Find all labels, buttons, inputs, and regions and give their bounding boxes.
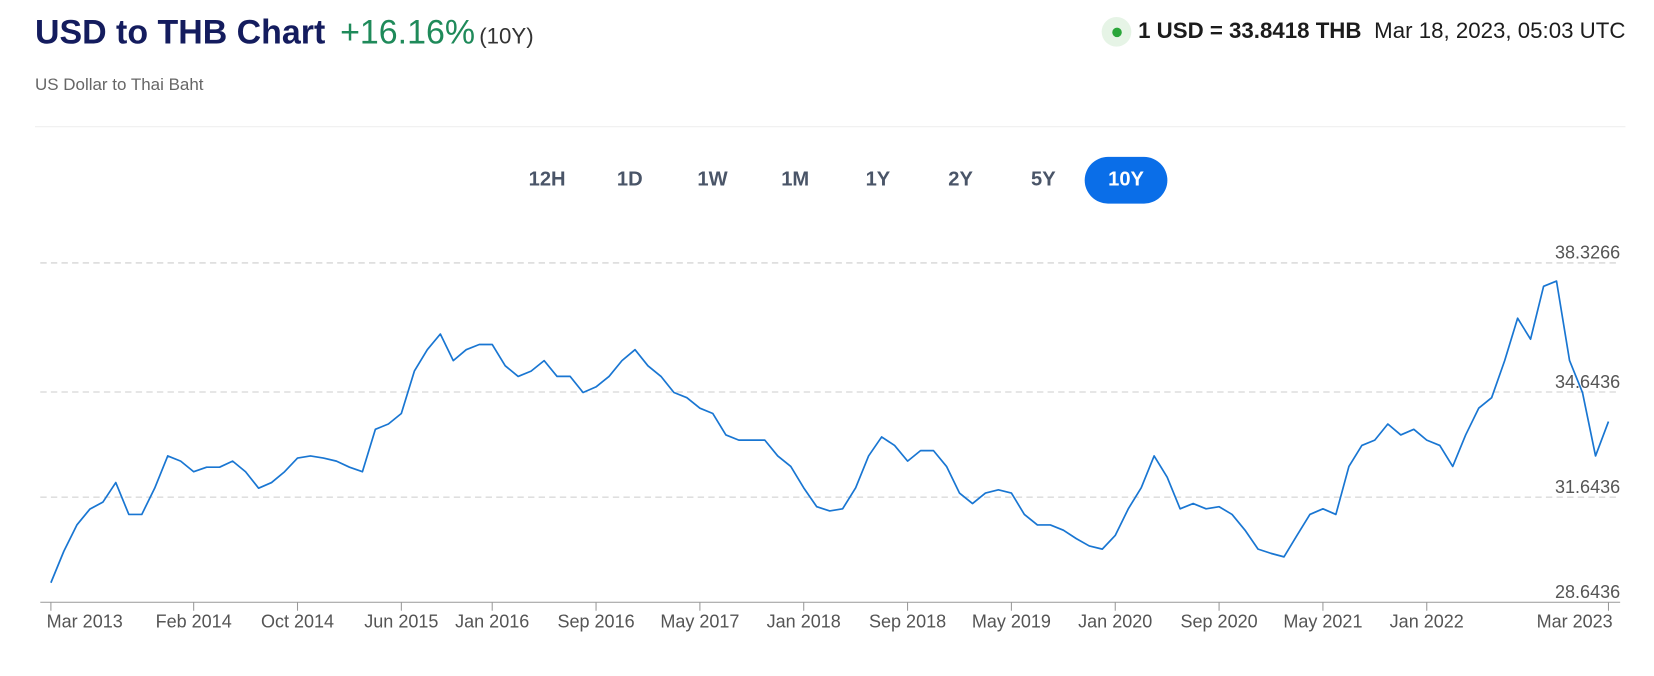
x-tick-label: May 2017 bbox=[660, 612, 739, 632]
x-tick-label: Sep 2020 bbox=[1181, 612, 1258, 632]
change: +16.16% bbox=[340, 12, 475, 51]
timestamp: Mar 18, 2023, 05:03 UTC bbox=[1374, 19, 1626, 44]
range-button[interactable]: 10Y bbox=[1084, 156, 1168, 204]
x-tick-label: Jun 2015 bbox=[364, 612, 438, 632]
x-tick-label: Jan 2018 bbox=[767, 612, 841, 632]
y-tick-label: 31.6436 bbox=[1555, 477, 1620, 497]
period: (10Y) bbox=[479, 24, 534, 49]
x-tick-label: Oct 2014 bbox=[261, 612, 334, 632]
range-selector: 12H 1D 1W 1M 1Y 2Y 5Y 10Y bbox=[506, 156, 1168, 204]
x-tick-label: May 2019 bbox=[972, 612, 1051, 632]
x-tick-label: Sep 2016 bbox=[557, 612, 634, 632]
x-tick-label: Jan 2016 bbox=[455, 612, 529, 632]
x-tick-label: Feb 2014 bbox=[156, 612, 232, 632]
separator bbox=[34, 126, 1626, 128]
x-tick-label: May 2021 bbox=[1283, 612, 1362, 632]
header-title: USD to THB Chart +16.16% (10Y) bbox=[35, 13, 534, 52]
x-tick-label: Jan 2022 bbox=[1390, 612, 1464, 632]
range-button[interactable]: 1D bbox=[616, 168, 643, 191]
x-tick-label: Mar 2013 bbox=[47, 612, 123, 632]
range-button[interactable]: 1W bbox=[697, 168, 728, 191]
y-tick-label: 38.3266 bbox=[1555, 243, 1620, 263]
y-tick-label: 34.6436 bbox=[1555, 372, 1620, 392]
range-button[interactable]: 12H bbox=[528, 168, 566, 191]
x-tick-label: Jan 2020 bbox=[1078, 612, 1152, 632]
price-line bbox=[50, 280, 1610, 584]
x-tick-label: Mar 2023 bbox=[1537, 612, 1613, 632]
x-tick-label: Sep 2018 bbox=[869, 612, 946, 632]
rate-box: 1 USD = 33.8418 THB Mar 18, 2023, 05:03 … bbox=[1102, 16, 1626, 47]
title: USD to THB Chart bbox=[34, 12, 326, 51]
y-tick-label: 28.6436 bbox=[1555, 582, 1620, 602]
range-button[interactable]: 1M bbox=[781, 168, 810, 191]
range-button[interactable]: 2Y bbox=[948, 168, 973, 191]
range-button[interactable]: 5Y bbox=[1031, 168, 1056, 191]
rate: 1 USD = 33.8418 THB bbox=[1138, 19, 1362, 44]
live-dot bbox=[1102, 16, 1132, 47]
subtitle: US Dollar to Thai Baht bbox=[34, 76, 204, 95]
range-button[interactable]: 1Y bbox=[865, 168, 891, 191]
